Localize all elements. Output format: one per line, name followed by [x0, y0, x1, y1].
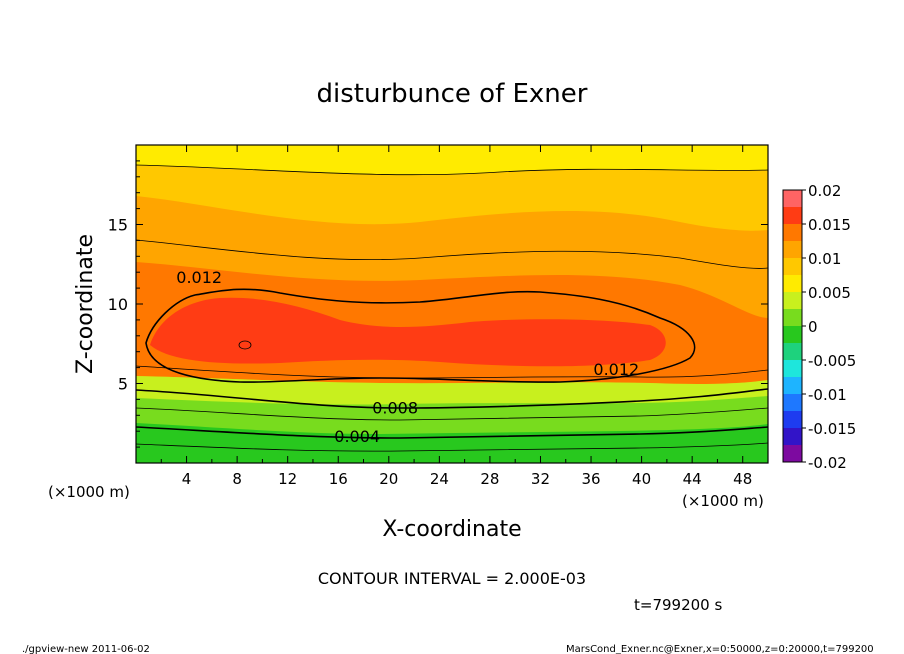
y-tick-label: 10 [108, 295, 128, 314]
colorbar-swatch [783, 445, 802, 462]
contour-label: 0.012 [176, 268, 222, 287]
band-level-0.015 [150, 297, 666, 367]
band-level-0 [136, 423, 768, 463]
contour-line-0.008-upper [136, 164, 768, 176]
colorbar-swatch [783, 360, 802, 377]
x-tick-label: 32 [531, 470, 550, 488]
colorbar-swatch [783, 292, 802, 309]
contour-line-0.014 [238, 340, 252, 350]
colorbar-swatch [783, 343, 802, 360]
colorbar-swatch [783, 309, 802, 326]
footer-right: MarsCond_Exner.nc@Exner,x=0:50000,z=0:20… [566, 644, 874, 654]
colorbar-swatch [783, 190, 802, 207]
y-tick-label: 5 [118, 375, 128, 394]
x-tick-label: 8 [232, 470, 242, 488]
x-tick-label: 20 [379, 470, 398, 488]
x-tick-label: 36 [581, 470, 600, 488]
colorbar-swatch [783, 377, 802, 394]
chart-title: disturbunce of Exner [317, 79, 588, 109]
colorbar-swatch [783, 394, 802, 411]
colorbar-tick-label: -0.005 [808, 352, 856, 370]
colorbar-swatch [783, 326, 802, 343]
contour-line-0.012 [145, 288, 696, 383]
time-label: t=799200 s [634, 596, 722, 614]
colorbar-frame [782, 189, 803, 463]
colorbar-tick-label: -0.02 [808, 454, 847, 472]
contour-line-0.004 [136, 426, 768, 439]
colorbar-tick-label: 0 [808, 318, 818, 336]
x-tick-label: 16 [329, 470, 348, 488]
contour-label-group: 0.012 0.012 0.008 0.004 [176, 268, 639, 446]
x-tick-label: 12 [278, 470, 297, 488]
colorbar-tick-label: 0.01 [808, 250, 841, 268]
colorbar-swatch [783, 411, 802, 428]
x-tick-label: 40 [632, 470, 651, 488]
contour-label: 0.008 [372, 398, 418, 417]
contour-line-0.01 [136, 239, 768, 269]
plot-area [136, 145, 768, 463]
x-unit-right: (×1000 m) [682, 492, 764, 510]
contour-interval: CONTOUR INTERVAL = 2.000E-03 [318, 569, 586, 588]
colorbar-tick-label: -0.015 [808, 420, 856, 438]
colorbar-swatch [783, 258, 802, 275]
colorbar-tick-label: 0.015 [808, 216, 851, 234]
colorbar-swatch [783, 241, 802, 258]
colorbar-tick-label: 0.005 [808, 284, 851, 302]
contour-label: 0.012 [593, 360, 639, 379]
y-axis-label: Z-coordinate [73, 234, 98, 374]
footer-left: ./gpview-new 2011-06-02 [22, 644, 150, 654]
x-tick-label: 28 [480, 470, 499, 488]
y-axis: 5 10 15 [108, 160, 768, 448]
x-unit-left: (×1000 m) [48, 483, 130, 501]
x-axis-label: X-coordinate [382, 517, 521, 542]
colorbar-swatch [783, 275, 802, 292]
x-tick-label: 4 [182, 470, 192, 488]
x-tick-label: 24 [430, 470, 449, 488]
contour-line-0.008 [136, 388, 768, 409]
y-tick-label: 15 [108, 216, 128, 235]
x-axis: 4 8 12 16 20 24 28 32 36 40 44 48 [160, 145, 752, 488]
contour-line-0.01-lower [136, 365, 768, 379]
colorbar-tick-label: 0.02 [808, 182, 841, 200]
x-tick-label: 44 [683, 470, 702, 488]
colorbar-swatch [783, 428, 802, 445]
contour-line-0.006 [136, 407, 768, 421]
colorbar: 0.02 0.015 0.01 0.005 0 -0.005 -0.01 -0.015 -0.0… [783, 182, 856, 472]
contour-line-0.002 [136, 442, 768, 452]
colorbar-swatch [783, 207, 802, 224]
colorbar-swatch [783, 224, 802, 241]
colorbar-tick-label: -0.01 [808, 386, 847, 404]
contour-label: 0.004 [334, 427, 380, 446]
x-tick-label: 48 [733, 470, 752, 488]
